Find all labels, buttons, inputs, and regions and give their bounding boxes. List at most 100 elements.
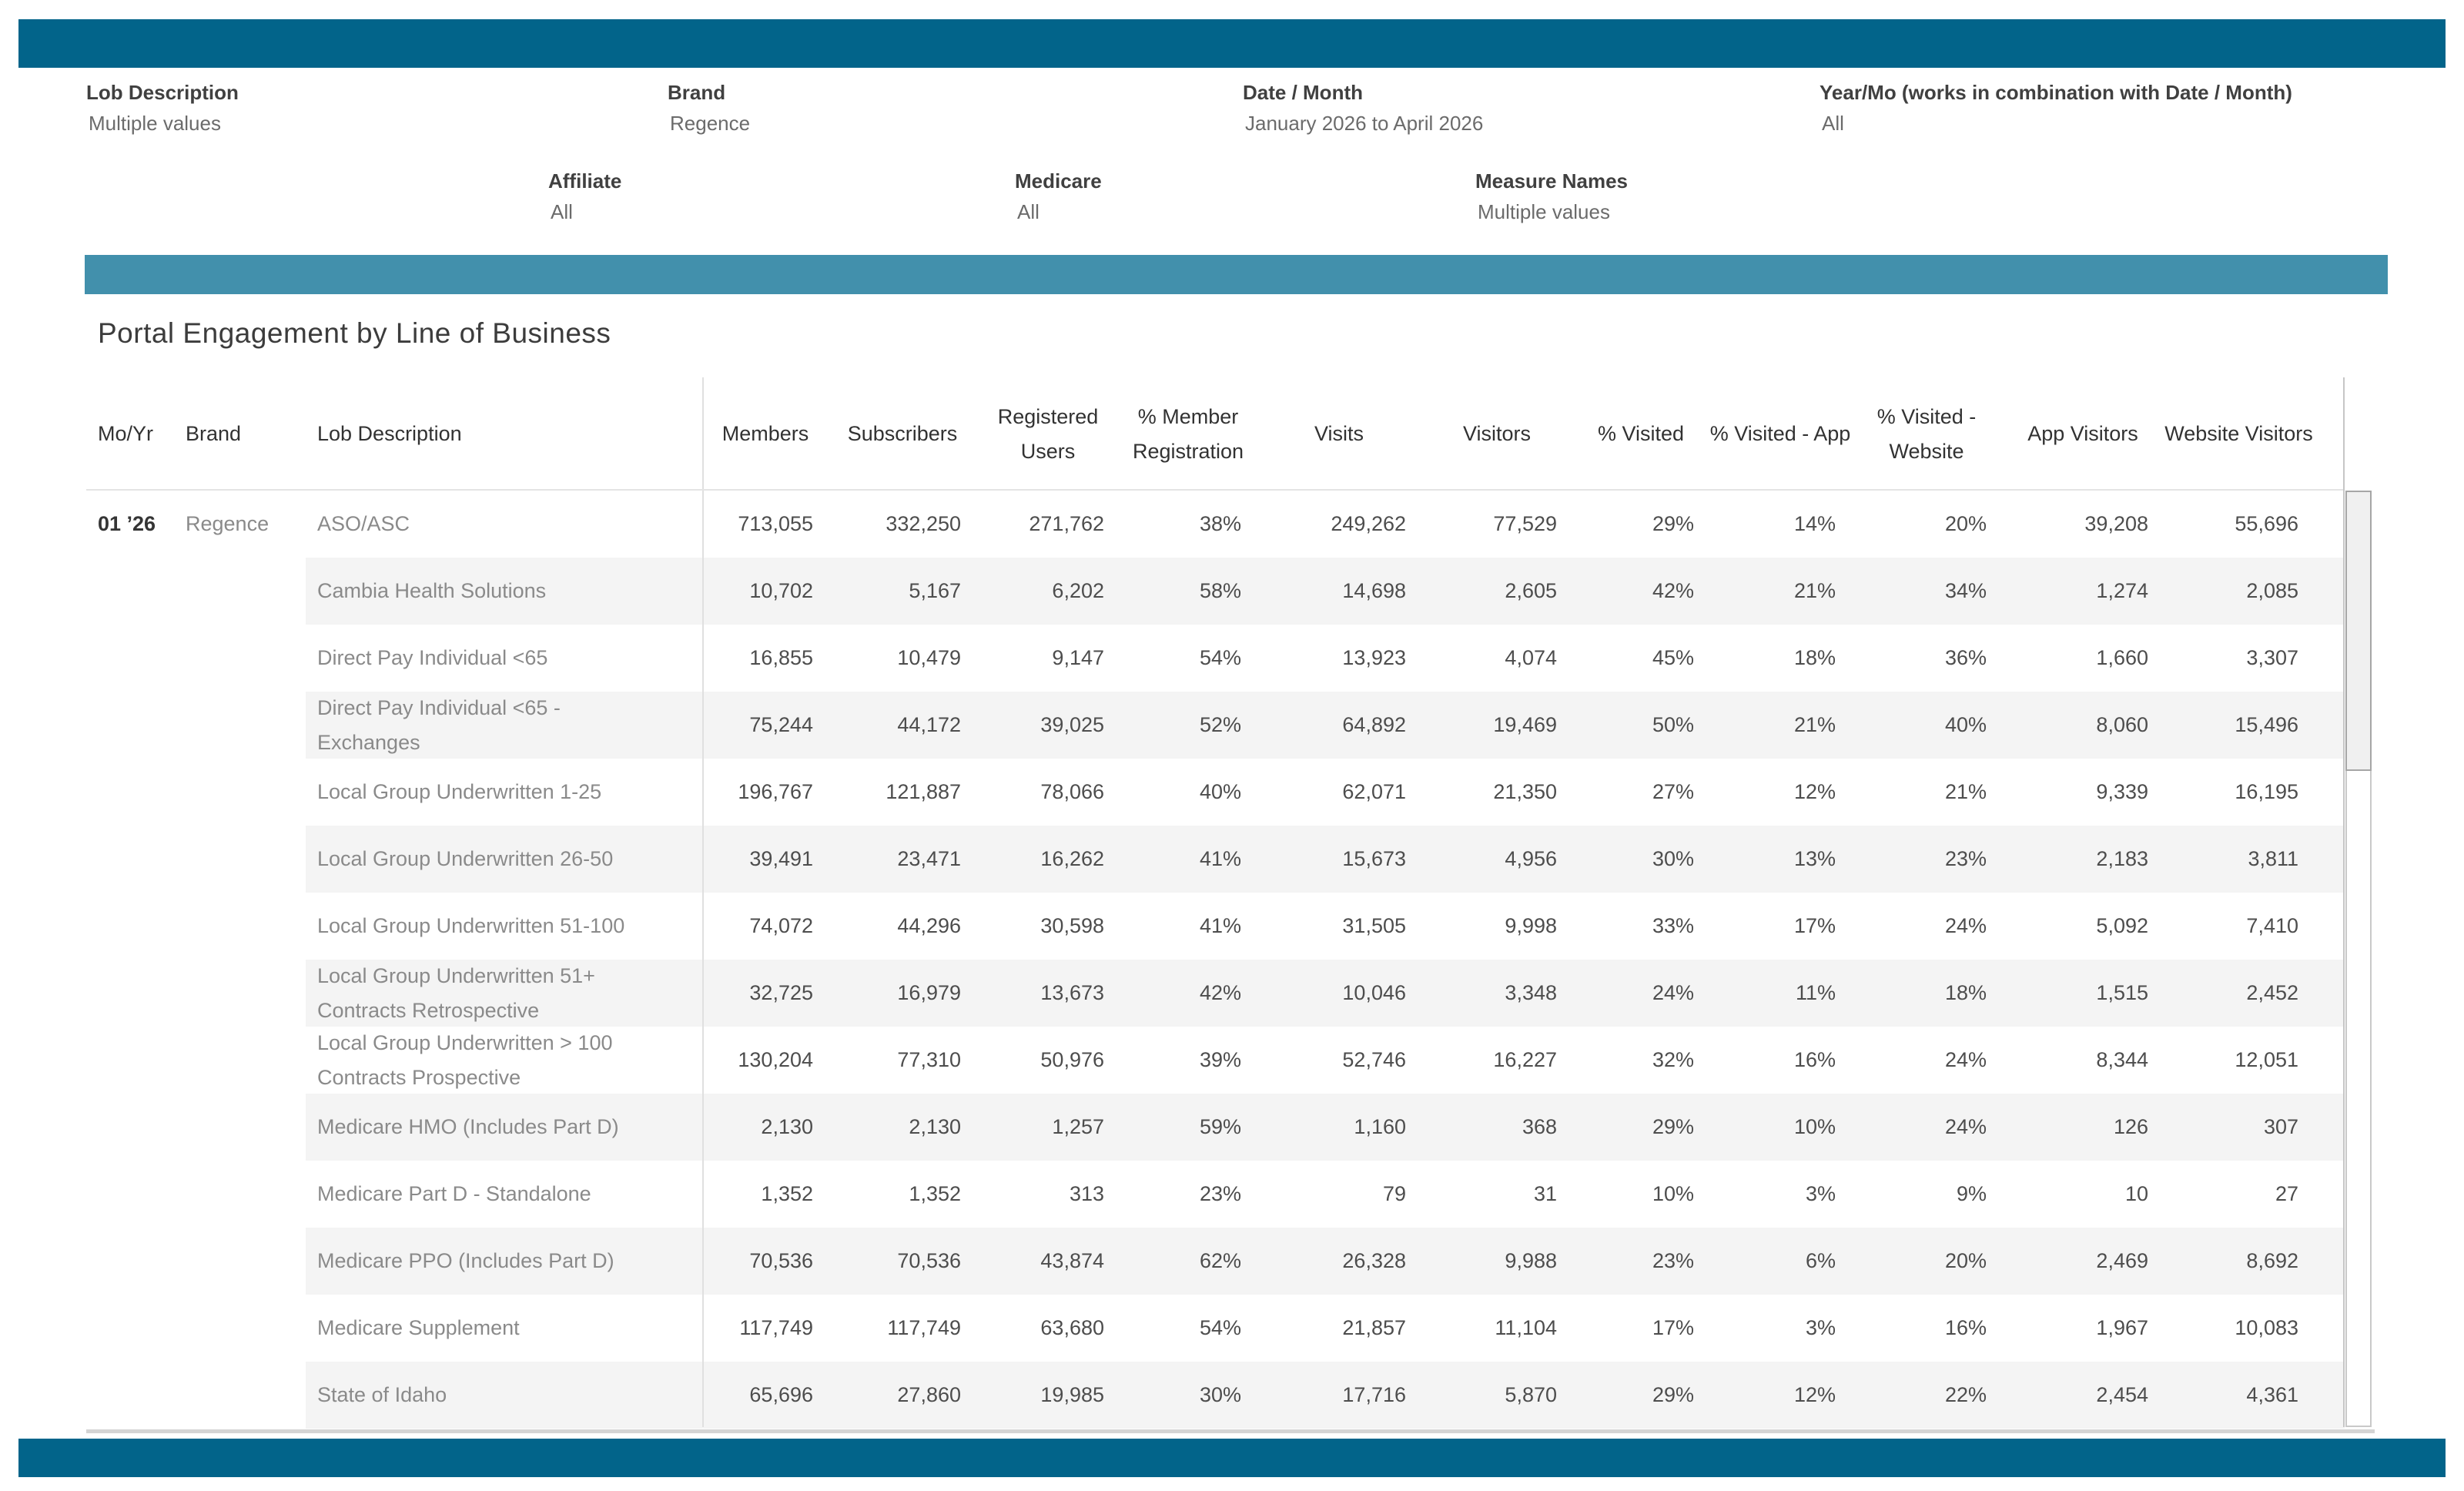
cell-brand [175,960,306,1027]
cell-value: 20% [1944,512,1987,535]
cell-lob-description: State of Idaho [306,1362,702,1429]
cell-lob-description: Medicare PPO (Includes Part D) [306,1228,702,1295]
table-row[interactable]: Medicare Part D - Standalone 1,352 1,352 31… [86,1161,2345,1228]
cell-value: 11% [1709,960,1851,1027]
column-header-brand[interactable]: Brand [186,422,242,446]
column-header-website-visitors[interactable]: Website Visitors [2164,422,2313,446]
column-header-visited-app[interactable]: % Visited - App [1709,422,1851,446]
column-header-app-visitors[interactable]: App Visitors [2027,422,2138,446]
cell-value: 30% [1572,826,1709,893]
cell-value: 54% [1199,646,1241,669]
table-row[interactable]: Local Group Underwritten 1-25 196,767 121,… [86,759,2345,826]
cell-value: 34% [1851,558,2002,625]
vertical-scrollbar-thumb[interactable] [2345,491,2372,771]
filter-affiliate[interactable]: Affiliate All [548,169,621,224]
cell-value: 13% [1709,826,1851,893]
filter-label: Lob Description [86,81,239,104]
table-row[interactable]: Local Group Underwritten 51+ Contracts R… [86,960,2345,1027]
cell-value: 23% [1572,1228,1709,1295]
cell-value: 52% [1120,692,1257,759]
cell-value: 70,536 [702,1228,829,1295]
engagement-table: Mo/Yr Brand Lob Description Members Subscrib… [86,377,2345,1429]
table-row[interactable]: Direct Pay Individual <65 16,855 10,479 9,1… [86,625,2345,692]
column-header-lob-description[interactable]: Lob Description [317,422,462,446]
cell-value: 7,410 [2246,914,2298,937]
cell-value: 15,496 [2164,692,2314,759]
filter-measure-names[interactable]: Measure Names Multiple values [1475,169,1628,224]
vertical-scrollbar-track[interactable] [2345,491,2372,1427]
table-row[interactable]: Medicare HMO (Includes Part D) 2,130 2,130… [86,1094,2345,1161]
filter-value[interactable]: Regence [670,112,751,136]
column-header-members[interactable]: Members [721,422,809,446]
cell-value: 21,857 [1342,1316,1406,1339]
cell-lob-description: Medicare Supplement [317,1316,520,1340]
cell-value: 16,855 [749,646,813,669]
column-header-visitors[interactable]: Visitors [1462,422,1532,446]
cell-value: 74,072 [749,914,813,937]
column-header-subscribers[interactable]: Subscribers [847,422,958,446]
table-row[interactable]: Local Group Underwritten 26-50 39,491 23,4… [86,826,2345,893]
cell-value: 24% [1944,1048,1987,1071]
cell-value: 11,104 [1495,1316,1557,1339]
column-header-visits[interactable]: Visits [1314,422,1364,446]
filter-value[interactable]: All [551,200,573,224]
column-header-visited-website[interactable]: % Visited - Website [1876,404,1977,463]
table-row[interactable]: 01 ’26 Regence ASO/ASC 713,055 332,250 271,76… [86,491,2345,558]
cell-value: 313 [1069,1182,1104,1205]
table-row[interactable]: Cambia Health Solutions 10,702 5,167 6,202 5… [86,558,2345,625]
filter-year-mo[interactable]: Year/Mo (works in combination with Date … [1820,81,2292,136]
column-header-registered-users[interactable]: Registered Users [997,404,1099,463]
filter-label: Medicare [1015,169,1102,193]
page-title: Portal Engagement by Line of Business [98,317,611,349]
cell-value: 1,352 [909,1182,961,1205]
table-row[interactable]: Medicare Supplement 117,749 117,749 63,680 5… [86,1295,2345,1362]
cell-value: 26,328 [1257,1228,1421,1295]
cell-value: 30% [1120,1362,1257,1429]
cell-value: 70,536 [829,1228,976,1295]
filter-date-month[interactable]: Date / Month January 2026 to April 2026 [1243,81,1483,136]
cell-mo-yr [86,558,175,625]
filter-lob-description[interactable]: Lob Description Multiple values [86,81,239,136]
horizontal-scrollbar[interactable] [86,1429,2375,1433]
cell-brand [175,1295,306,1362]
cell-value: 64,892 [1257,692,1421,759]
cell-value: 16% [1944,1316,1987,1339]
column-header-visited[interactable]: % Visited [1597,422,1685,446]
cell-value: 1,160 [1257,1094,1421,1161]
cell-value: 12% [1793,780,1836,803]
cell-value: 42% [1572,558,1709,625]
cell-value: 50% [1572,692,1709,759]
filter-value[interactable]: All [1017,200,1040,224]
filter-value[interactable]: Multiple values [89,112,221,136]
cell-value: 8,060 [2002,692,2164,759]
column-header-mo-yr[interactable]: Mo/Yr [98,422,154,446]
filter-value[interactable]: All [1822,112,1844,136]
row-spacer [2314,558,2345,625]
table-row[interactable]: Local Group Underwritten 51-100 74,072 44,… [86,893,2345,960]
filter-brand[interactable]: Brand Regence [668,81,750,136]
cell-lob-description: Local Group Underwritten > 100 Contracts… [317,1030,613,1089]
column-header-member-registration[interactable]: % Member Registration [1132,404,1244,463]
cell-lob-description: Local Group Underwritten 51-100 [317,914,625,938]
cell-value: 10% [1709,1094,1851,1161]
filter-value[interactable]: Multiple values [1478,200,1610,224]
filter-label: Affiliate [548,169,622,193]
table-row[interactable]: Direct Pay Individual <65 - Exchanges 75,… [86,692,2345,759]
filter-value[interactable]: January 2026 to April 2026 [1245,112,1484,136]
cell-brand [175,558,306,625]
cell-value: 3,348 [1421,960,1572,1027]
cell-brand [175,625,306,692]
cell-value: 24% [1851,1094,2002,1161]
cell-value: 249,262 [1331,512,1406,535]
table-row[interactable]: State of Idaho 65,696 27,860 19,985 30% 17,71… [86,1362,2345,1429]
cell-value: 16,979 [829,960,976,1027]
cell-mo-yr [86,1161,175,1228]
cell-value: 368 [1421,1094,1572,1161]
cell-value: 1,967 [2096,1316,2148,1339]
cell-value: 27% [1652,780,1694,803]
cell-mo-yr [86,893,175,960]
filter-medicare[interactable]: Medicare All [1015,169,1102,224]
cell-value: 42% [1120,960,1257,1027]
table-row[interactable]: Local Group Underwritten > 100 Contracts… [86,1027,2345,1094]
table-row[interactable]: Medicare PPO (Includes Part D) 70,536 70,5… [86,1228,2345,1295]
